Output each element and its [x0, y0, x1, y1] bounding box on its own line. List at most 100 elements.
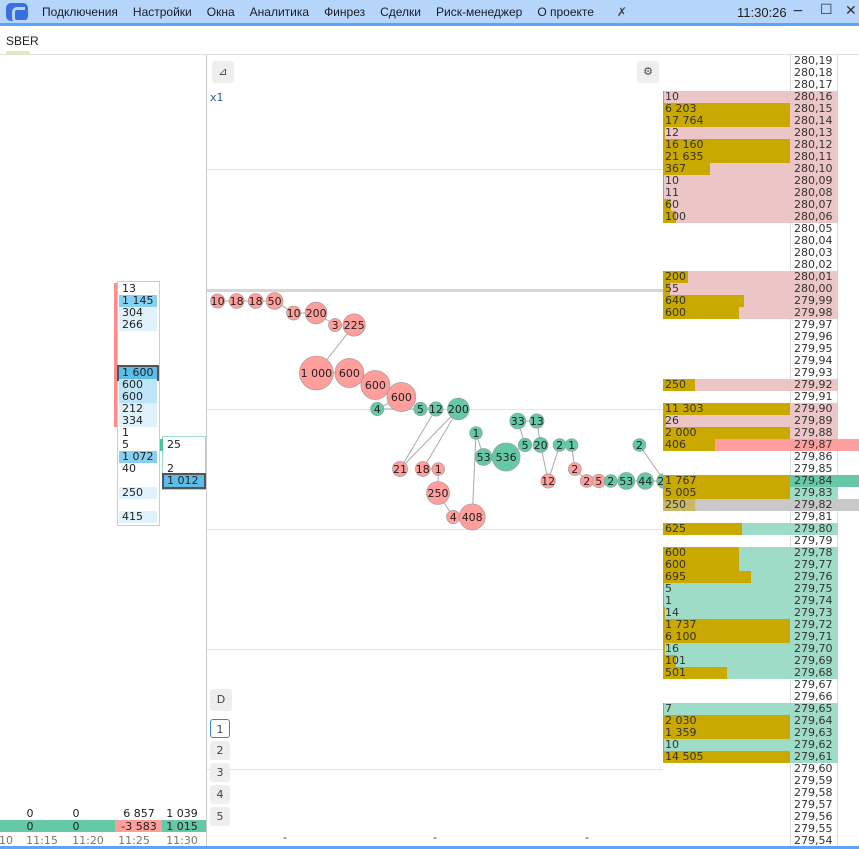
- trade-bubble[interactable]: [564, 438, 579, 452]
- trade-bubble[interactable]: [426, 481, 450, 505]
- order-book-row[interactable]: 5 005 279,83: [663, 486, 859, 499]
- level-button-3[interactable]: 3: [210, 763, 230, 782]
- trade-bubble[interactable]: [360, 370, 391, 400]
- order-book-row[interactable]: 10 280,16: [663, 90, 859, 103]
- cluster-cell[interactable]: 1 012: [162, 473, 206, 489]
- order-book-row[interactable]: 60 280,07: [663, 198, 859, 211]
- order-book-row[interactable]: 279,81: [663, 510, 859, 523]
- trade-bubble[interactable]: [636, 472, 654, 490]
- cluster-cell[interactable]: 25: [164, 439, 204, 451]
- order-book-row[interactable]: 21 635 280,11: [663, 150, 859, 163]
- order-book-row[interactable]: 406 279,87: [663, 438, 859, 451]
- tab-sber[interactable]: SBER: [6, 34, 39, 48]
- order-book-row[interactable]: 14 279,73: [663, 606, 859, 619]
- trade-bubble[interactable]: [392, 461, 408, 477]
- order-book-row[interactable]: 6 100 279,71: [663, 630, 859, 643]
- order-book-row[interactable]: 279,86: [663, 450, 859, 463]
- trade-bubble[interactable]: [413, 401, 428, 417]
- order-book-row[interactable]: 55 280,00: [663, 282, 859, 295]
- order-book-row[interactable]: 101 279,69: [663, 654, 859, 667]
- order-book-row[interactable]: 5 279,75: [663, 582, 859, 595]
- trade-bubble[interactable]: [491, 442, 521, 472]
- menu-about[interactable]: О проекте: [537, 4, 594, 19]
- order-book-row[interactable]: 6 203 280,15: [663, 102, 859, 115]
- order-book-row[interactable]: 280,05: [663, 222, 859, 235]
- maximize-icon[interactable]: ☐: [820, 2, 833, 18]
- order-book-row[interactable]: 695 279,76: [663, 570, 859, 583]
- level-button-5[interactable]: 5: [210, 807, 230, 826]
- trade-bubble[interactable]: [469, 426, 483, 440]
- trade-bubble[interactable]: [604, 474, 618, 488]
- menu-analytics[interactable]: Аналитика: [249, 4, 310, 19]
- menu-risk-manager[interactable]: Риск-менеджер: [436, 4, 523, 19]
- level-button-1[interactable]: 1: [210, 719, 230, 738]
- order-book-row[interactable]: 600 279,77: [663, 558, 859, 571]
- order-book-row[interactable]: 250 279,82: [663, 498, 859, 511]
- order-book-row[interactable]: 100 280,06: [663, 210, 859, 223]
- order-book-row[interactable]: 279,67: [663, 678, 859, 691]
- order-book-row[interactable]: 279,57: [663, 798, 859, 811]
- trade-bubble[interactable]: [247, 293, 264, 309]
- timeframe-d-button[interactable]: D: [210, 689, 232, 711]
- order-book-row[interactable]: 2 030 279,64: [663, 714, 859, 727]
- order-book-row[interactable]: 367 280,10: [663, 162, 859, 175]
- trade-bubble[interactable]: [328, 318, 343, 332]
- trade-bubble[interactable]: [540, 473, 556, 489]
- order-book-row[interactable]: 10 280,09: [663, 174, 859, 187]
- order-book-row[interactable]: 11 280,08: [663, 186, 859, 199]
- order-book-row[interactable]: 2 000 279,88: [663, 426, 859, 439]
- order-book-row[interactable]: 279,96: [663, 330, 859, 343]
- trade-bubble[interactable]: [370, 402, 385, 416]
- trade-bubble[interactable]: [529, 413, 545, 429]
- trade-bubble[interactable]: [304, 301, 328, 325]
- order-book-row[interactable]: 279,59: [663, 774, 859, 787]
- order-book-row[interactable]: 640 279,99: [663, 294, 859, 307]
- cluster-cell[interactable]: 415: [119, 511, 157, 523]
- order-book-row[interactable]: 279,91: [663, 390, 859, 403]
- level-button-4[interactable]: 4: [210, 785, 230, 804]
- order-book-row[interactable]: 280,19: [663, 54, 859, 67]
- trade-bubble[interactable]: [415, 461, 431, 477]
- close-icon[interactable]: ✕: [845, 3, 857, 19]
- cluster-cell[interactable]: 1 072: [119, 451, 157, 463]
- order-book-row[interactable]: 600 279,78: [663, 546, 859, 559]
- order-book-row[interactable]: 279,55: [663, 822, 859, 835]
- trade-bubble[interactable]: [210, 293, 226, 309]
- order-book-row[interactable]: 501 279,68: [663, 666, 859, 679]
- order-book-row[interactable]: 279,85: [663, 462, 859, 475]
- trade-bubble[interactable]: [431, 462, 445, 476]
- order-book-row[interactable]: 16 160 280,12: [663, 138, 859, 151]
- order-book-row[interactable]: 279,54: [663, 834, 859, 847]
- add-indicator-icon[interactable]: ⊿: [212, 61, 234, 83]
- order-book-row[interactable]: 10 279,62: [663, 738, 859, 751]
- order-book-row[interactable]: 280,18: [663, 66, 859, 79]
- trade-bubble[interactable]: [656, 473, 663, 489]
- cluster-cell[interactable]: 1 600: [117, 365, 159, 381]
- trade-bubble[interactable]: [509, 412, 527, 430]
- order-book-row[interactable]: 280,02: [663, 258, 859, 271]
- trade-bubble[interactable]: [518, 437, 533, 453]
- order-book-row[interactable]: 279,66: [663, 690, 859, 703]
- trade-bubble[interactable]: [632, 438, 647, 452]
- trade-bubble[interactable]: [568, 462, 582, 476]
- trade-bubble[interactable]: [617, 472, 636, 490]
- settings-gear-icon[interactable]: ⚙: [637, 61, 659, 83]
- order-book-row[interactable]: 279,97: [663, 318, 859, 331]
- trade-bubble[interactable]: [286, 305, 301, 321]
- order-book-row[interactable]: 280,17: [663, 78, 859, 91]
- order-book-row[interactable]: 279,58: [663, 786, 859, 799]
- cluster-cell[interactable]: 304: [119, 307, 157, 319]
- cluster-cell[interactable]: 600: [119, 379, 157, 391]
- order-book-row[interactable]: 14 505 279,61: [663, 750, 859, 763]
- order-book-row[interactable]: 279,93: [663, 366, 859, 379]
- trade-bubble[interactable]: [342, 313, 366, 337]
- order-book-row[interactable]: 279,94: [663, 354, 859, 367]
- order-book-row[interactable]: 600 279,98: [663, 306, 859, 319]
- order-book-row[interactable]: 16 279,70: [663, 642, 859, 655]
- trade-bubble[interactable]: [265, 292, 284, 310]
- cluster-cell[interactable]: 600: [119, 391, 157, 403]
- cluster-cell[interactable]: 212: [119, 403, 157, 415]
- menu-windows[interactable]: Окна: [206, 4, 235, 19]
- trade-bubble[interactable]: [228, 293, 245, 309]
- trade-bubble[interactable]: [532, 437, 549, 453]
